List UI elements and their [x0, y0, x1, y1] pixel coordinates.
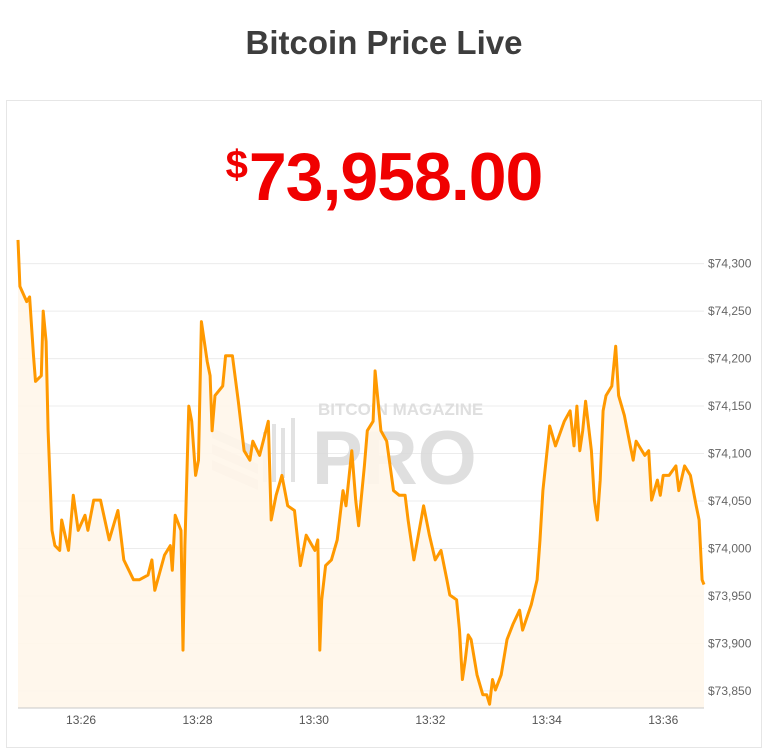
- x-tick-label: 13:26: [66, 713, 96, 727]
- x-tick-label: 13:30: [299, 713, 329, 727]
- price-line: [16, 239, 706, 706]
- y-tick-label: $74,000: [708, 541, 752, 555]
- y-tick-label: $73,850: [708, 684, 752, 698]
- price-area-fill: [18, 239, 704, 708]
- x-tick-label: 13:34: [532, 713, 562, 727]
- y-tick-label: $74,300: [708, 257, 752, 271]
- y-axis: $74,300 $74,250 $74,200 $74,150 $74,100 $74,0…: [708, 257, 752, 698]
- price-value: 73,958.00: [248, 139, 544, 215]
- current-price: $73,958.00: [0, 125, 768, 217]
- chart-card: [6, 100, 762, 748]
- y-tick-label: $73,900: [708, 636, 752, 650]
- y-tick-label: $74,100: [708, 447, 752, 461]
- x-tick-label: 13:36: [648, 713, 678, 727]
- x-tick-label: 13:28: [182, 713, 212, 727]
- x-tick-label: 13:32: [415, 713, 445, 727]
- x-axis: 13:26 13:28 13:30 13:32 13:34 13:36: [66, 713, 679, 727]
- y-tick-label: $74,150: [708, 399, 752, 413]
- watermark-line1: BITCOIN MAGAZINE: [318, 400, 483, 419]
- y-tick-label: $74,200: [708, 352, 752, 366]
- y-tick-label: $73,950: [708, 589, 752, 603]
- y-tick-label: $74,250: [708, 304, 752, 318]
- page-title: Bitcoin Price Live: [245, 24, 523, 61]
- currency-symbol: $: [225, 143, 248, 187]
- y-tick-label: $74,050: [708, 494, 752, 508]
